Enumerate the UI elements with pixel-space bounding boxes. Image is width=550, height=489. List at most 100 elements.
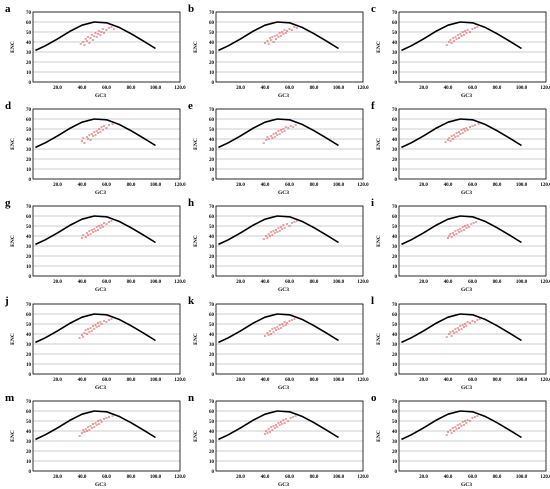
data-point: [268, 430, 272, 434]
data-point: [287, 126, 290, 130]
data-point: [273, 34, 276, 38]
x-tick-label: 60.0: [285, 280, 294, 285]
y-tick-label: 30: [26, 51, 32, 56]
plot-frame: [215, 400, 364, 472]
plot-frame: [398, 11, 547, 83]
x-tick-label: 20.0: [53, 378, 62, 383]
data-point: [274, 37, 278, 41]
data-point: [280, 227, 284, 231]
y-tick-label: 70: [209, 205, 215, 210]
data-point: [85, 429, 89, 433]
data-point: [288, 319, 291, 323]
x-tick-label: 40.0: [78, 280, 87, 285]
data-point: [94, 323, 97, 327]
x-tick-label: 60.0: [102, 378, 111, 383]
data-point: [272, 132, 275, 136]
data-point: [267, 232, 270, 236]
data-point: [295, 26, 299, 30]
data-point: [451, 36, 455, 40]
y-tick-label: 30: [26, 245, 32, 250]
data-point: [450, 235, 453, 239]
x-tick-label: 80.0: [493, 86, 502, 91]
data-point: [85, 39, 89, 43]
data-point: [456, 326, 459, 330]
data-point: [78, 336, 81, 340]
x-tick-label: 80.0: [127, 280, 136, 285]
panel-e: e 0 10 20 30 40 50 60 70 20.0 40.0 60.0 80.0 100.0 120…: [186, 99, 369, 196]
x-tick-label: 40.0: [444, 475, 453, 480]
panel-m: m 0 10 20 30 40 50 60 70 20.0 40.0 60.0 80.0 100.0 120…: [3, 391, 186, 488]
y-tick-label: 70: [392, 400, 398, 405]
data-point: [466, 418, 469, 422]
x-tick-label: 120.0: [174, 378, 186, 383]
x-tick-label: 100.0: [150, 475, 162, 480]
x-tick-label: 40.0: [444, 183, 453, 188]
data-point: [280, 130, 284, 134]
panel-j: j 0 10 20 30 40 50 60 70 20.0 40.0 60.0 80.0 100.0 120…: [3, 294, 186, 391]
data-point: [82, 428, 85, 432]
data-point: [290, 318, 294, 322]
data-point: [89, 326, 92, 330]
y-tick-label: 50: [26, 225, 32, 230]
data-point: [99, 130, 102, 134]
data-point: [105, 28, 108, 32]
data-point: [90, 329, 93, 333]
data-point: [102, 31, 106, 35]
x-tick-label: 100.0: [333, 475, 345, 480]
x-tick-label: 80.0: [310, 280, 319, 285]
data-point: [97, 224, 101, 228]
data-point: [96, 321, 100, 325]
y-tick-label: 0: [395, 470, 398, 475]
data-point: [446, 138, 450, 142]
data-point: [280, 322, 284, 326]
y-tick-label: 40: [392, 138, 398, 143]
data-point: [282, 127, 285, 131]
y-tick-label: 30: [209, 51, 215, 56]
data-point: [280, 422, 284, 426]
y-axis-label: ENC: [376, 430, 382, 442]
x-tick-label: 60.0: [468, 86, 477, 91]
data-point: [477, 122, 480, 126]
y-axis-label: ENC: [10, 333, 16, 345]
data-point: [289, 124, 292, 128]
x-tick-label: 40.0: [444, 378, 453, 383]
data-point: [294, 414, 297, 418]
plot-frame: [32, 108, 181, 180]
panel-letter: c: [371, 3, 376, 15]
x-tick-label: 60.0: [102, 280, 111, 285]
data-point: [457, 36, 461, 40]
y-tick-label: 50: [392, 31, 398, 36]
data-point: [459, 132, 462, 136]
x-tick-label: 40.0: [261, 378, 270, 383]
data-point: [476, 414, 479, 418]
x-tick-label: 20.0: [419, 378, 428, 383]
x-tick-label: 60.0: [468, 280, 477, 285]
panel-b: b 0 10 20 30 40 50 60 70 20.0 40.0 60.0 80.0 100.0 120…: [186, 2, 369, 99]
data-point: [80, 333, 84, 337]
panel-letter: j: [5, 295, 9, 307]
y-tick-label: 70: [392, 303, 398, 308]
data-point: [265, 138, 268, 142]
y-tick-label: 40: [209, 333, 215, 338]
y-tick-label: 10: [26, 265, 32, 270]
y-tick-label: 40: [26, 41, 32, 46]
panel-letter: i: [371, 197, 375, 209]
data-point: [93, 425, 96, 429]
y-tick-label: 20: [392, 353, 398, 358]
y-tick-label: 20: [392, 158, 398, 163]
y-axis-label: ENC: [10, 41, 16, 53]
plot-frame: [32, 400, 181, 472]
x-tick-label: 80.0: [493, 280, 502, 285]
y-tick-label: 0: [212, 275, 215, 280]
data-point: [284, 323, 288, 327]
data-point: [471, 416, 474, 420]
data-point: [266, 431, 269, 435]
data-point: [457, 426, 461, 430]
y-tick-label: 60: [209, 410, 215, 415]
y-tick-label: 20: [209, 61, 215, 66]
y-tick-label: 20: [392, 450, 398, 455]
data-point: [463, 419, 467, 423]
data-point: [96, 32, 100, 36]
data-point: [274, 328, 278, 332]
panel-l: l 0 10 20 30 40 50 60 70 20.0 40.0 60.0 80.0 100.0 120…: [369, 294, 550, 391]
